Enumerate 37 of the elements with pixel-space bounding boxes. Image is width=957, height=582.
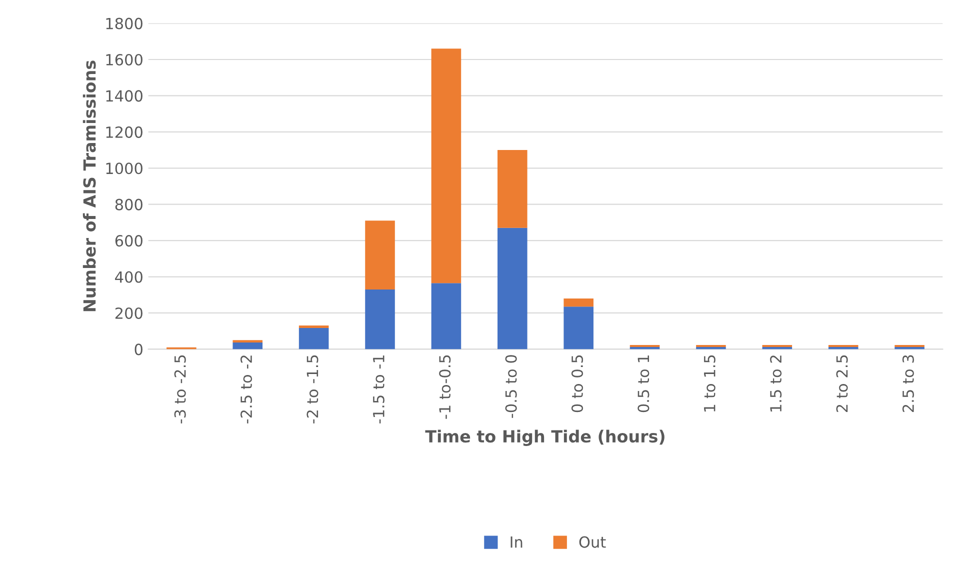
x-tick-label: 2.5 to 3 — [902, 355, 914, 412]
x-tick-label: 0.5 to 1 — [638, 355, 650, 412]
y-tick-label: 1000 — [106, 162, 142, 174]
bar — [298, 325, 329, 328]
x-tick-label: 2 to 2.5 — [836, 355, 848, 412]
bar — [564, 298, 594, 307]
y-axis-title: Number of AIS Tramissions — [82, 60, 96, 312]
x-tick-label: -1.5 to -1 — [373, 355, 384, 424]
legend-label: Out — [579, 536, 606, 548]
x-tick-label: -0.5 to 0 — [505, 355, 517, 418]
y-tick-label: 800 — [115, 198, 142, 210]
bar — [232, 342, 263, 350]
bar — [431, 283, 462, 350]
y-tick-label: 1200 — [106, 126, 142, 138]
bar — [298, 328, 329, 350]
bar — [431, 48, 462, 284]
bar — [564, 306, 594, 350]
bar — [498, 150, 528, 228]
y-tick-label: 1600 — [106, 54, 142, 66]
y-tick-label: 0 — [134, 344, 142, 356]
x-tick-label: 0 to 0.5 — [571, 355, 584, 412]
y-tick-label: 600 — [115, 235, 142, 247]
x-axis-title: Time to High Tide (hours) — [425, 430, 664, 446]
bar — [365, 220, 395, 290]
x-tick-label: -2 to -1.5 — [306, 355, 318, 424]
bar — [365, 289, 395, 350]
x-tick-label: -3 to -2.5 — [174, 355, 186, 424]
x-tick-label: 1 to 1.5 — [704, 355, 716, 412]
y-tick-label: 200 — [115, 307, 142, 320]
y-tick-label: 1800 — [106, 18, 142, 30]
x-tick-label: 1.5 to 2 — [770, 356, 782, 412]
x-tick-label: -1 to-0.5 — [439, 355, 451, 419]
y-tick-label: 1400 — [106, 90, 142, 102]
bar — [498, 228, 528, 350]
y-tick-label: 400 — [115, 271, 142, 283]
legend-label: In — [510, 536, 522, 548]
x-tick-label: -2.5 to -2 — [240, 356, 252, 424]
